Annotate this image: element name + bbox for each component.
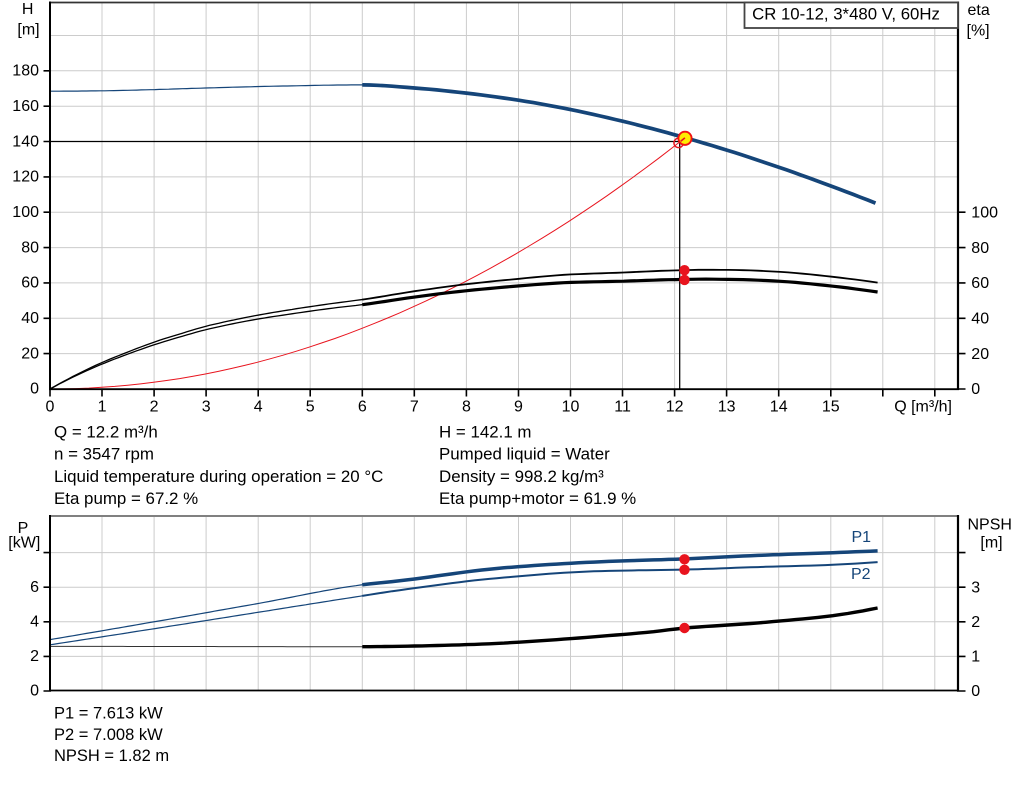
svg-text:[kW]: [kW] (8, 535, 40, 552)
svg-text:NPSH: NPSH (968, 517, 1012, 534)
svg-text:P2: P2 (851, 566, 871, 583)
svg-text:160: 160 (12, 98, 39, 115)
svg-text:P1 = 7.613 kW: P1 = 7.613 kW (54, 705, 163, 723)
svg-text:40: 40 (971, 311, 989, 328)
svg-text:0: 0 (971, 683, 980, 700)
svg-text:NPSH = 1.82 m: NPSH = 1.82 m (54, 747, 169, 765)
svg-text:Q = 12.2 m³/h: Q = 12.2 m³/h (54, 423, 158, 442)
svg-text:14: 14 (770, 399, 788, 416)
svg-text:P: P (18, 520, 29, 537)
svg-text:140: 140 (12, 133, 39, 150)
svg-text:11: 11 (614, 399, 631, 416)
svg-text:[%]: [%] (967, 22, 990, 39)
svg-text:100: 100 (12, 204, 39, 221)
svg-text:10: 10 (562, 399, 580, 416)
svg-text:H = 142.1 m: H = 142.1 m (439, 423, 531, 442)
svg-text:7: 7 (410, 399, 419, 416)
svg-text:[m]: [m] (980, 535, 1002, 552)
svg-text:4: 4 (30, 614, 39, 631)
svg-text:Eta pump+motor = 61.9 %: Eta pump+motor = 61.9 % (439, 489, 636, 508)
svg-text:80: 80 (21, 239, 39, 256)
svg-text:4: 4 (254, 399, 263, 416)
svg-text:Liquid temperature during oper: Liquid temperature during operation = 20… (54, 467, 383, 486)
svg-text:6: 6 (358, 399, 367, 416)
svg-text:2: 2 (971, 614, 980, 631)
svg-text:80: 80 (971, 240, 989, 257)
svg-text:H: H (22, 1, 34, 18)
svg-text:P2 = 7.008 kW: P2 = 7.008 kW (54, 726, 163, 744)
svg-text:Density = 998.2 kg/m³: Density = 998.2 kg/m³ (439, 467, 604, 486)
svg-text:12: 12 (666, 399, 684, 416)
svg-text:2: 2 (150, 399, 159, 416)
svg-text:1: 1 (98, 399, 107, 416)
svg-text:8: 8 (462, 399, 471, 416)
svg-text:120: 120 (12, 169, 39, 186)
svg-text:20: 20 (21, 345, 39, 362)
svg-text:13: 13 (718, 399, 736, 416)
svg-text:3: 3 (971, 579, 980, 596)
svg-text:20: 20 (971, 346, 989, 363)
svg-text:9: 9 (514, 399, 523, 416)
svg-text:180: 180 (12, 63, 39, 80)
svg-text:n = 3547 rpm: n = 3547 rpm (54, 445, 154, 464)
svg-text:0: 0 (30, 683, 39, 700)
svg-text:6: 6 (30, 579, 39, 596)
svg-text:100: 100 (971, 204, 998, 221)
svg-text:2: 2 (30, 648, 39, 665)
svg-text:Pumped liquid = Water: Pumped liquid = Water (439, 445, 610, 464)
svg-text:eta: eta (968, 2, 990, 19)
svg-text:Q [m³/h]: Q [m³/h] (894, 399, 952, 416)
svg-text:3: 3 (202, 399, 211, 416)
svg-text:[m]: [m] (17, 22, 39, 39)
svg-text:CR 10-12, 3*480 V, 60Hz: CR 10-12, 3*480 V, 60Hz (752, 5, 940, 24)
svg-text:5: 5 (306, 399, 315, 416)
svg-text:0: 0 (30, 381, 39, 398)
svg-text:40: 40 (21, 310, 39, 327)
svg-text:60: 60 (21, 275, 39, 292)
svg-text:0: 0 (971, 381, 980, 398)
svg-text:P1: P1 (852, 529, 872, 546)
svg-text:0: 0 (46, 399, 55, 416)
svg-text:15: 15 (822, 399, 840, 416)
svg-text:60: 60 (971, 275, 989, 292)
svg-text:Eta pump = 67.2 %: Eta pump = 67.2 % (54, 489, 198, 508)
svg-text:1: 1 (971, 649, 980, 666)
